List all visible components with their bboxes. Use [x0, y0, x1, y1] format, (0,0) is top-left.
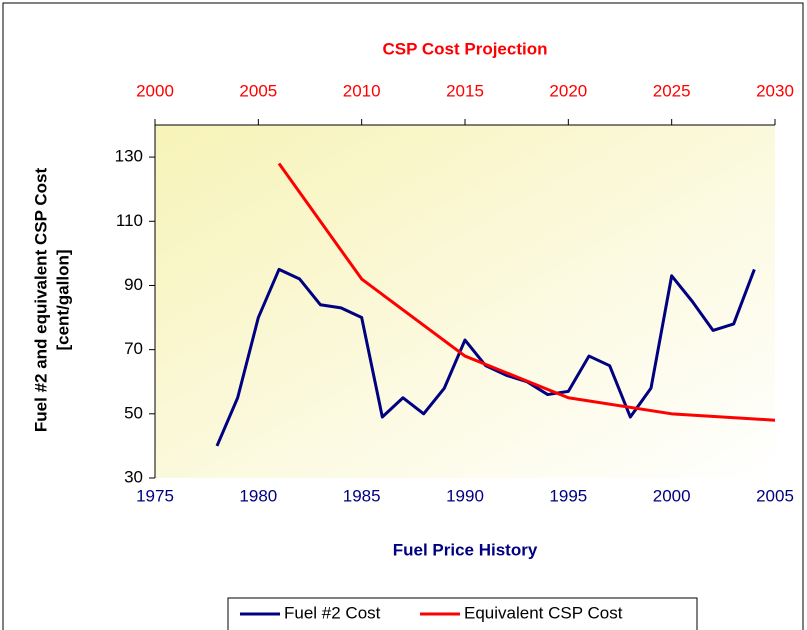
- plot-area: [155, 125, 775, 478]
- x2-tick-label: 2000: [136, 81, 174, 100]
- y-tick-label: 130: [115, 147, 143, 166]
- x2-tick-label: 2010: [343, 81, 381, 100]
- legend-label: Fuel #2 Cost: [284, 603, 381, 622]
- x-tick-label: 2005: [756, 486, 794, 505]
- x2-tick-label: 2020: [549, 81, 587, 100]
- x-tick-label: 1985: [343, 486, 381, 505]
- x-tick-label: 1980: [239, 486, 277, 505]
- x-tick-label: 2000: [653, 486, 691, 505]
- y-axis-title: [cent/gallon]: [53, 249, 72, 350]
- x2-tick-label: 2005: [239, 81, 277, 100]
- x-axis-title: Fuel Price History: [393, 540, 538, 559]
- x2-axis-title: CSP Cost Projection: [383, 39, 548, 58]
- legend: [227, 597, 698, 630]
- x2-tick-label: 2030: [756, 81, 794, 100]
- x2-tick-label: 2015: [446, 81, 484, 100]
- y-tick-label: 50: [124, 403, 143, 422]
- x2-tick-label: 2025: [653, 81, 691, 100]
- x-tick-label: 1995: [549, 486, 587, 505]
- x-tick-label: 1990: [446, 486, 484, 505]
- y-tick-label: 90: [124, 275, 143, 294]
- legend-label: Equivalent CSP Cost: [464, 603, 623, 622]
- y-tick-label: 30: [124, 467, 143, 486]
- line-series: [277, 162, 776, 422]
- x-tick-label: 1975: [136, 486, 174, 505]
- y-axis-title: Fuel #2 and equivalent CSP Cost: [31, 168, 50, 433]
- y-tick-label: 110: [116, 211, 143, 230]
- y-tick-label: 70: [124, 339, 143, 358]
